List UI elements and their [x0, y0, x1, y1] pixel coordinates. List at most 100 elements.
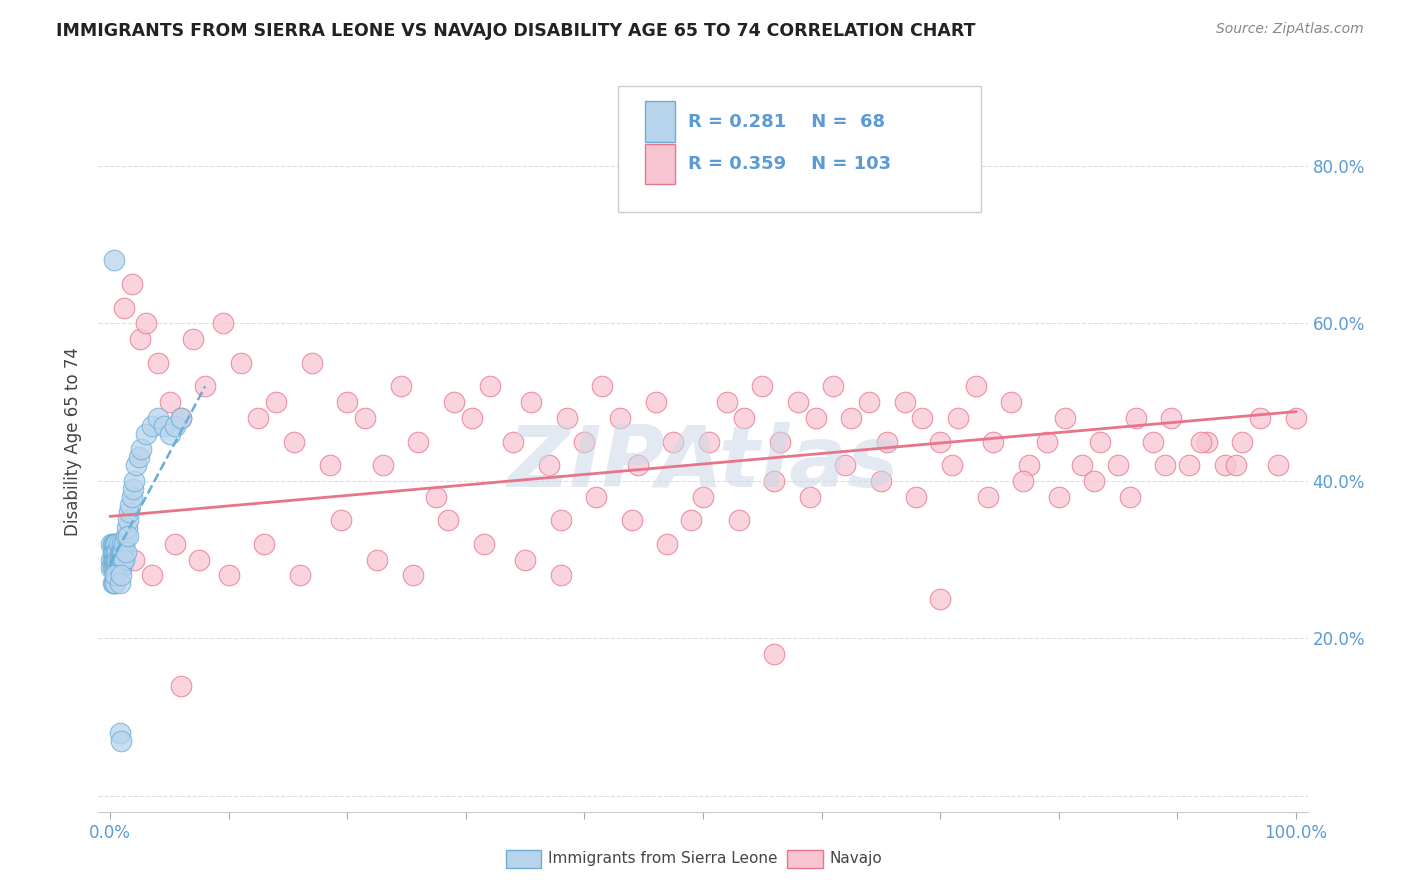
Point	[751, 379, 773, 393]
Point	[461, 411, 484, 425]
Point	[194, 379, 217, 393]
Point	[247, 411, 270, 425]
Point	[1125, 411, 1147, 425]
Point	[401, 568, 423, 582]
Point	[662, 434, 685, 449]
Point	[165, 537, 187, 551]
Point	[103, 576, 125, 591]
Point	[105, 552, 128, 566]
Point	[101, 537, 124, 551]
Point	[104, 552, 127, 566]
Text: R = 0.359    N = 103: R = 0.359 N = 103	[689, 155, 891, 173]
Point	[929, 592, 952, 607]
Point	[318, 458, 340, 472]
Point	[869, 474, 891, 488]
Point	[114, 529, 136, 543]
Point	[103, 253, 125, 268]
Point	[905, 490, 928, 504]
Point	[408, 434, 430, 449]
Point	[141, 418, 163, 433]
Point	[769, 434, 792, 449]
Point	[101, 545, 124, 559]
Text: Navajo: Navajo	[830, 852, 883, 866]
Point	[1195, 434, 1218, 449]
Point	[1119, 490, 1142, 504]
Point	[301, 356, 323, 370]
Point	[727, 513, 749, 527]
Point	[555, 411, 578, 425]
Point	[101, 552, 124, 566]
Point	[107, 560, 129, 574]
Point	[609, 411, 631, 425]
Point	[1285, 411, 1308, 425]
Point	[104, 560, 127, 574]
Point	[122, 474, 145, 488]
Point	[114, 537, 136, 551]
Point	[105, 545, 128, 559]
Point	[110, 560, 132, 574]
Point	[170, 679, 193, 693]
Point	[283, 434, 305, 449]
Point	[1178, 458, 1201, 472]
Point	[1232, 434, 1254, 449]
Point	[371, 458, 394, 472]
Point	[105, 545, 128, 559]
Point	[478, 379, 501, 393]
Point	[141, 568, 163, 582]
Point	[170, 411, 193, 425]
Point	[105, 560, 128, 574]
Point	[515, 552, 537, 566]
Point	[170, 411, 193, 425]
Point	[1047, 490, 1070, 504]
Point	[839, 411, 862, 425]
Point	[946, 411, 969, 425]
Point	[336, 395, 359, 409]
Point	[105, 552, 128, 566]
Point	[288, 568, 311, 582]
Point	[941, 458, 963, 472]
Point	[114, 552, 136, 566]
Point	[112, 552, 135, 566]
Point	[1142, 434, 1164, 449]
Point	[911, 411, 934, 425]
Point	[799, 490, 821, 504]
Text: Immigrants from Sierra Leone: Immigrants from Sierra Leone	[548, 852, 778, 866]
Point	[110, 552, 132, 566]
Point	[763, 647, 786, 661]
Point	[103, 545, 125, 559]
Point	[181, 332, 204, 346]
Point	[229, 356, 252, 370]
Point	[212, 317, 235, 331]
Point	[105, 552, 128, 566]
Point	[107, 537, 129, 551]
Point	[110, 545, 132, 559]
Point	[146, 411, 169, 425]
Point	[697, 434, 720, 449]
Point	[734, 411, 756, 425]
Point	[105, 545, 128, 559]
Point	[152, 418, 174, 433]
Point	[103, 552, 125, 566]
Text: R = 0.281    N =  68: R = 0.281 N = 68	[689, 112, 886, 131]
Point	[823, 379, 845, 393]
Point	[120, 498, 142, 512]
Point	[657, 537, 679, 551]
Point	[110, 568, 132, 582]
Point	[111, 545, 134, 559]
Point	[893, 395, 915, 409]
Point	[117, 529, 139, 543]
Text: ZIPAtlas: ZIPAtlas	[508, 422, 898, 505]
Point	[858, 395, 880, 409]
Point	[121, 277, 143, 291]
Point	[437, 513, 460, 527]
Point	[111, 537, 134, 551]
Point	[125, 458, 148, 472]
Point	[1053, 411, 1076, 425]
Point	[763, 474, 786, 488]
Point	[1012, 474, 1035, 488]
Point	[135, 317, 157, 331]
Text: Source: ZipAtlas.com: Source: ZipAtlas.com	[1216, 22, 1364, 37]
Point	[502, 434, 524, 449]
Point	[128, 450, 150, 465]
Point	[1249, 411, 1271, 425]
